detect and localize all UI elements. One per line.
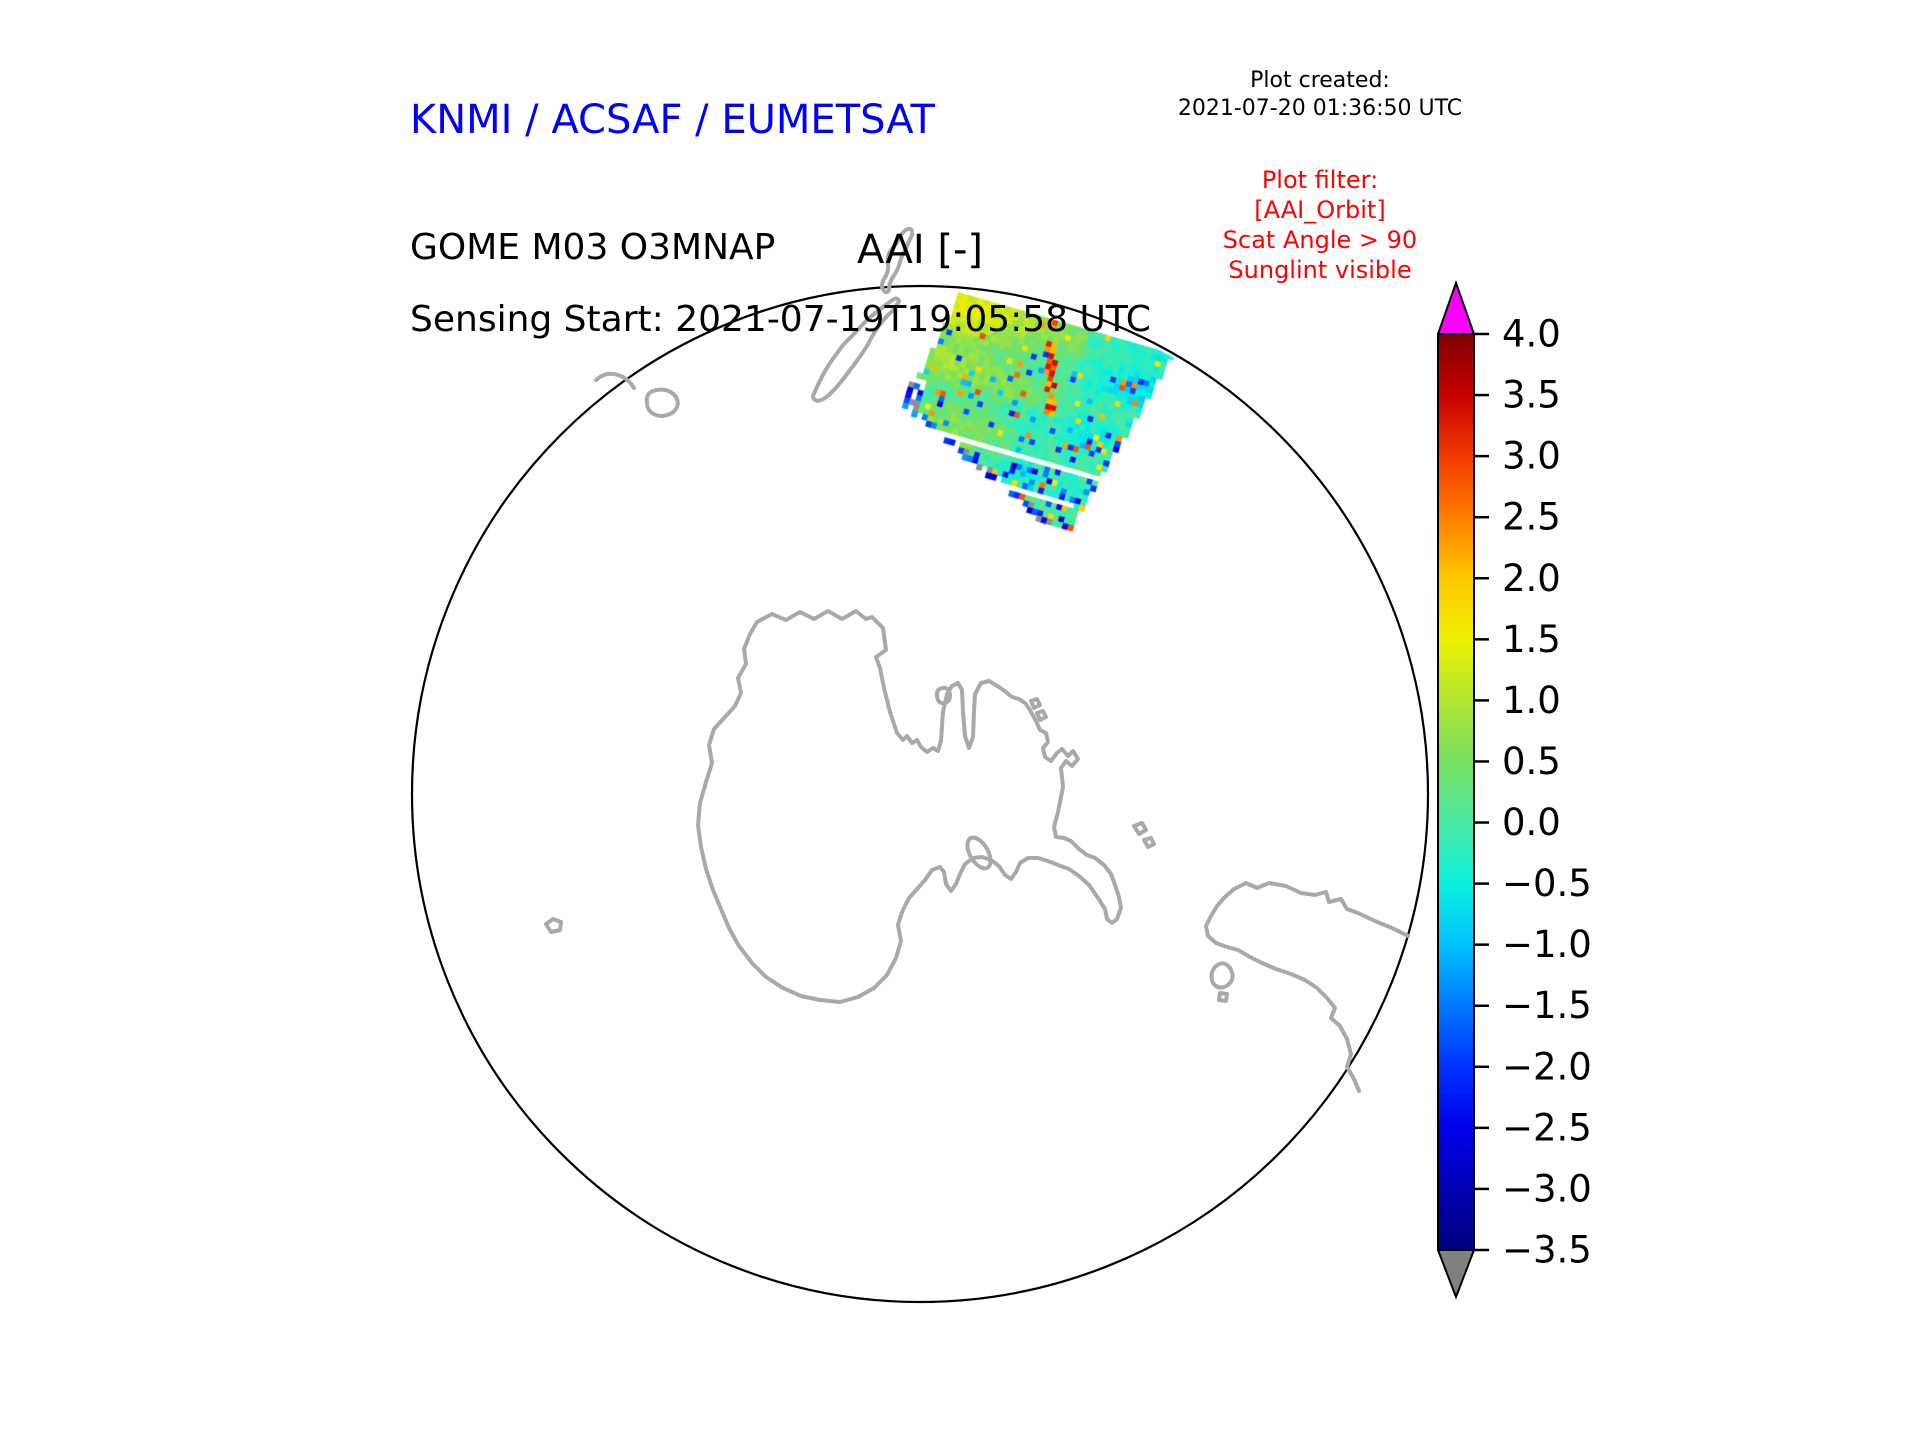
colorbar-tick-label: −2.0 bbox=[1502, 1045, 1592, 1088]
coastline-island-small bbox=[1142, 836, 1156, 849]
brand-title: KNMI / ACSAF / EUMETSAT bbox=[410, 97, 935, 143]
map-title: AAI [-] bbox=[857, 227, 983, 273]
colorbar-tick-label: 3.0 bbox=[1502, 435, 1561, 478]
colorbar-under-arrow bbox=[1438, 1250, 1474, 1297]
coastline-island-small bbox=[1217, 991, 1229, 1003]
plot-created-block: Plot created: 2021-07-20 01:36:50 UTC bbox=[1130, 67, 1510, 122]
plot-filter-line: Sunglint visible bbox=[1228, 256, 1412, 284]
plot-filter-line: Scat Angle > 90 bbox=[1222, 226, 1418, 254]
colorbar-tick-label: 4.0 bbox=[1502, 313, 1561, 356]
coastline-antarctica bbox=[696, 609, 1123, 1004]
coastline-island-small bbox=[1209, 961, 1235, 990]
colorbar-tick-label: −3.0 bbox=[1502, 1167, 1592, 1210]
colorbar: 4.0 3.5 3.0 2.5 2.0 1.5 1.0 0.5 0.0 −0.5 −1.0 −1.5 −… bbox=[1437, 279, 1592, 1300]
coastline-fragment bbox=[594, 371, 636, 390]
colorbar-ticks: 4.0 3.5 3.0 2.5 2.0 1.5 1.0 0.5 0.0 −0.5 −1.0 −1.5 −… bbox=[1474, 313, 1592, 1272]
colorbar-gradient bbox=[1438, 334, 1474, 1250]
colorbar-tick-label: −2.5 bbox=[1502, 1106, 1592, 1149]
colorbar-tick-label: −3.5 bbox=[1502, 1229, 1592, 1272]
colorbar-tick-label: 3.5 bbox=[1502, 374, 1561, 417]
coastline-island-small bbox=[544, 917, 563, 934]
colorbar-tick-label: −1.5 bbox=[1502, 984, 1592, 1027]
colorbar-tick-label: −1.0 bbox=[1502, 923, 1592, 966]
coastline-island-small bbox=[1132, 821, 1148, 836]
plot-created-label: Plot created: bbox=[1250, 68, 1390, 93]
colorbar-tick-label: 2.5 bbox=[1502, 496, 1561, 539]
colorbar-over-arrow bbox=[1438, 283, 1474, 334]
plot-filter-block: Plot filter: [AAI_Orbit] Scat Angle > 90… bbox=[1130, 165, 1510, 285]
map-boundary-circle bbox=[410, 284, 1430, 1304]
coastline-lagoon-ring bbox=[965, 835, 993, 871]
plot-filter-line: [AAI_Orbit] bbox=[1254, 196, 1386, 224]
product-title: GOME M03 O3MNAP bbox=[410, 227, 776, 268]
plot-created-time: 2021-07-20 01:36:50 UTC bbox=[1177, 95, 1463, 121]
coastline-nz-south-island bbox=[811, 296, 901, 403]
coastline-island-small bbox=[644, 387, 680, 418]
coastline-island-small bbox=[934, 685, 952, 706]
coastline-south-america bbox=[1204, 881, 1410, 1093]
coastline-island-small bbox=[1029, 697, 1042, 710]
colorbar-tick-label: 2.0 bbox=[1502, 557, 1561, 600]
colorbar-tick-label: 0.5 bbox=[1502, 740, 1561, 783]
colorbar-tick-label: 1.0 bbox=[1502, 679, 1561, 722]
coastlines bbox=[544, 226, 1410, 1093]
plot-filter-line: Plot filter: bbox=[1261, 166, 1379, 194]
colorbar-tick-label: 0.0 bbox=[1502, 801, 1561, 844]
coastline-nz-north-island bbox=[880, 226, 915, 295]
coastline-island-small bbox=[1035, 709, 1048, 722]
colorbar-tick-label: 1.5 bbox=[1502, 618, 1561, 661]
colorbar-tick-label: −0.5 bbox=[1502, 862, 1592, 905]
sensing-start: Sensing Start: 2021-07-19T19:05:58 UTC bbox=[410, 299, 1151, 340]
